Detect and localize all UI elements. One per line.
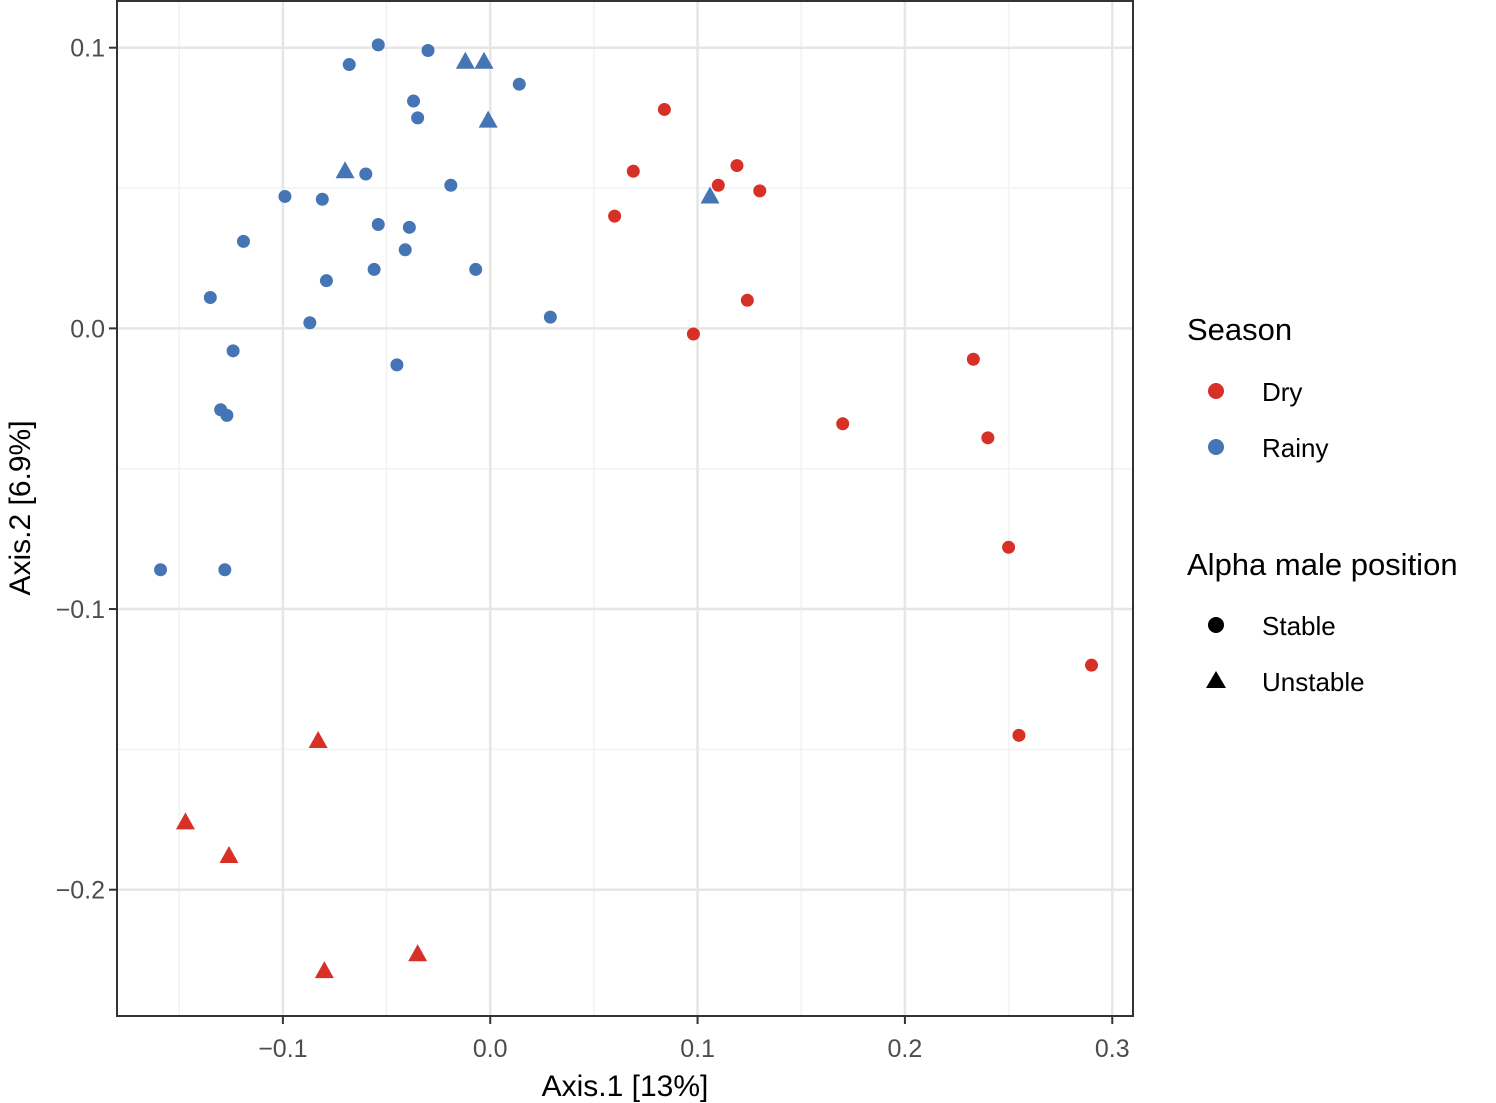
point-rainy-stable [315, 192, 329, 206]
plot-border [116, 0, 1134, 1017]
x-tick-label: 0.3 [1095, 1035, 1130, 1063]
point-rainy-stable [444, 178, 458, 192]
point-rainy-stable [236, 234, 250, 248]
point-rainy-stable [203, 291, 217, 305]
x-tick-label: 0.1 [680, 1035, 715, 1063]
x-axis-label: Axis.1 [13%] [542, 1070, 709, 1103]
point-rainy-stable [278, 189, 292, 203]
x-tick-label: −0.1 [258, 1035, 307, 1063]
point-rainy-unstable [700, 186, 720, 204]
point-dry-stable [1012, 728, 1026, 742]
point-rainy-stable [407, 94, 421, 108]
point-rainy-stable [421, 44, 435, 58]
point-dry-stable [657, 102, 671, 116]
point-dry-stable [1085, 658, 1099, 672]
point-dry-unstable [219, 846, 239, 864]
point-rainy-stable [303, 316, 317, 330]
point-rainy-unstable [335, 161, 355, 179]
point-rainy-unstable [474, 51, 494, 69]
data-points [154, 38, 1099, 979]
point-dry-stable [608, 209, 622, 223]
y-tick-label: −0.2 [56, 877, 105, 905]
point-rainy-stable [371, 218, 385, 232]
legend-position: Alpha male position Stable Unstable [1187, 547, 1458, 697]
point-dry-stable [730, 159, 744, 173]
point-rainy-stable [371, 38, 385, 52]
plot-panel [117, 0, 1133, 1016]
legend-stable-label: Stable [1262, 611, 1336, 641]
x-tick-label: 0.2 [888, 1035, 923, 1063]
point-rainy-stable [402, 220, 416, 234]
point-dry-stable [981, 431, 995, 445]
legend-dry-label: Dry [1262, 377, 1302, 407]
y-tick-label: −0.1 [56, 596, 105, 624]
point-dry-stable [753, 184, 767, 198]
y-axis-label: Axis.2 [6.9%] [4, 420, 37, 595]
legend-unstable-marker [1206, 671, 1226, 688]
point-rainy-stable [218, 563, 232, 577]
point-dry-stable [740, 293, 754, 307]
point-rainy-stable [220, 408, 234, 422]
point-dry-unstable [175, 812, 195, 830]
legend-dry-marker [1208, 383, 1224, 399]
axes: −0.1 0.0 0.1 0.2 0.3 −0.2 −0.1 0.0 0.1 [56, 35, 1130, 1063]
point-rainy-stable [359, 167, 373, 181]
point-rainy-stable [469, 262, 483, 276]
legend-season-title: Season [1187, 312, 1292, 347]
legend-season: Season Dry Rainy [1187, 312, 1328, 463]
point-dry-stable [836, 417, 850, 431]
point-rainy-stable [512, 77, 526, 91]
point-rainy-stable [390, 358, 404, 372]
legend-stable-marker [1208, 617, 1224, 633]
point-dry-stable [711, 178, 725, 192]
x-tick-label: 0.0 [473, 1035, 508, 1063]
point-rainy-stable [398, 243, 412, 257]
point-rainy-unstable [455, 51, 475, 69]
grid-lines [117, 0, 1133, 1016]
legend-position-title: Alpha male position [1187, 547, 1458, 582]
point-dry-unstable [314, 961, 334, 979]
point-rainy-stable [543, 310, 557, 324]
point-dry-stable [626, 164, 640, 178]
legend-unstable-label: Unstable [1262, 667, 1365, 697]
point-dry-stable [686, 327, 700, 341]
y-tick-label: 0.1 [70, 35, 105, 63]
legend-rainy-label: Rainy [1262, 433, 1328, 463]
point-dry-stable [1002, 540, 1016, 554]
point-dry-stable [966, 352, 980, 366]
legend-rainy-marker [1208, 439, 1224, 455]
point-rainy-stable [226, 344, 240, 358]
point-dry-unstable [308, 730, 328, 748]
point-rainy-stable [154, 563, 168, 577]
y-tick-label: 0.0 [70, 315, 105, 343]
point-rainy-stable [319, 274, 333, 288]
point-rainy-stable [411, 111, 425, 125]
point-rainy-stable [342, 58, 356, 72]
point-dry-unstable [408, 944, 428, 962]
point-rainy-unstable [478, 110, 498, 128]
point-rainy-stable [367, 262, 381, 276]
